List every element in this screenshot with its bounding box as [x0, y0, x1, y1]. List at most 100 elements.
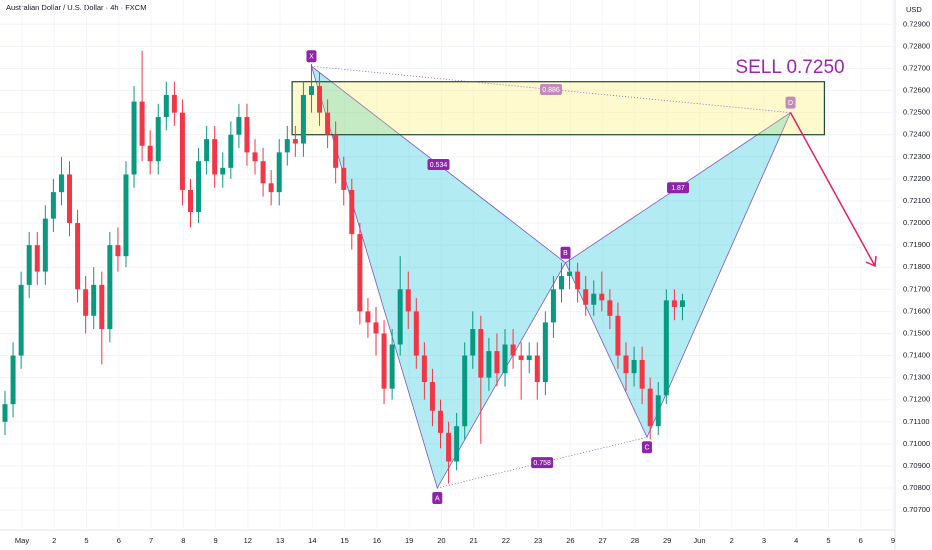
x-tick-label: 19	[405, 536, 413, 545]
candle-body	[470, 329, 476, 356]
candle-body	[244, 117, 250, 153]
candle-body	[67, 174, 73, 224]
point-label: A	[435, 495, 440, 502]
ratio-badge	[427, 159, 450, 171]
x-tick-label: 21	[469, 536, 477, 545]
x-tick-label: 14	[308, 536, 316, 545]
signal-label: SELL 0.7250	[735, 57, 844, 78]
candle-body	[147, 145, 153, 162]
y-tick-label: 0.71900	[903, 240, 930, 249]
candle-body	[558, 276, 564, 290]
candle-body	[446, 432, 452, 462]
candle-body	[50, 192, 56, 219]
candle-body	[58, 174, 64, 193]
candle-body	[591, 293, 597, 305]
candle-body	[34, 245, 40, 272]
y-tick-label: 0.70800	[903, 483, 930, 492]
x-tick-label: 27	[599, 536, 607, 545]
candle-body	[220, 167, 226, 175]
candle-body	[212, 139, 218, 175]
candle-body	[2, 404, 8, 422]
candle-body	[550, 289, 556, 323]
x-tick-label: 28	[631, 536, 639, 545]
point-badge	[306, 50, 317, 63]
point-label: B	[563, 250, 568, 257]
candle-body	[196, 161, 202, 212]
y-tick-label: 0.72400	[903, 130, 930, 139]
candle-body	[349, 189, 355, 235]
candle-body	[381, 333, 387, 389]
y-tick-label: 0.72900	[903, 19, 930, 28]
x-tick-label: 7	[149, 536, 153, 545]
y-tick-label: 0.71600	[903, 306, 930, 315]
candle-body	[99, 284, 105, 330]
y-tick-label: 0.72600	[903, 86, 930, 95]
candle-body	[317, 86, 323, 113]
y-tick-label: 0.71100	[903, 417, 930, 426]
x-tick-label: Jun	[693, 536, 705, 545]
candle-body	[83, 289, 89, 316]
x-tick-label: 16	[373, 536, 381, 545]
point-label: X	[309, 54, 314, 61]
candle-body	[478, 329, 484, 378]
y-tick-label: 0.72700	[903, 63, 930, 72]
candle-body	[131, 101, 137, 175]
x-tick-label: 22	[502, 536, 510, 545]
sell-arrow	[789, 112, 877, 268]
point-badge	[641, 441, 652, 454]
point-label: C	[644, 445, 649, 452]
y-tick-label: 0.70700	[903, 505, 930, 514]
x-tick-label: 13	[276, 536, 284, 545]
candle-body	[655, 395, 661, 427]
ratio-badge	[531, 457, 554, 469]
candle-body	[575, 271, 581, 290]
y-tick-label: 0.72800	[903, 41, 930, 50]
candle-body	[341, 167, 347, 190]
candle-body	[26, 245, 32, 285]
x-tick-label: 2	[52, 536, 56, 545]
candle-body	[534, 355, 540, 383]
candle-body	[325, 112, 331, 135]
point-label: D	[788, 100, 793, 107]
candle-body	[373, 322, 379, 334]
ratio-badge	[667, 182, 690, 194]
candle-body	[163, 94, 169, 118]
candle-body	[397, 289, 403, 345]
y-tick-label: 0.72300	[903, 152, 930, 161]
x-tick-label: 6	[117, 536, 121, 545]
candle-body	[502, 344, 508, 374]
candle-body	[365, 311, 371, 323]
candle-body	[615, 315, 621, 356]
candle-body	[486, 351, 492, 378]
candle-body	[679, 300, 685, 307]
candle-body	[357, 234, 363, 312]
x-tick-label: 5	[826, 536, 830, 545]
point-badge	[560, 246, 571, 259]
ratio-label: 0.534	[430, 162, 448, 169]
candle-body	[333, 134, 339, 168]
x-tick-label: 6	[859, 536, 863, 545]
candle-body	[639, 359, 645, 389]
candle-body	[75, 223, 81, 290]
candle-body	[276, 152, 282, 193]
candle-body	[494, 351, 500, 374]
candle-body	[123, 174, 129, 257]
candle-body	[623, 355, 629, 374]
y-tick-label: 0.72200	[903, 174, 930, 183]
y-tick-label: 0.71400	[903, 351, 930, 360]
candle-body	[413, 311, 419, 356]
y-tick-label: 0.72100	[903, 196, 930, 205]
candle-body	[10, 355, 16, 405]
x-tick-label: 12	[244, 536, 252, 545]
candle-body	[438, 410, 444, 433]
candle-body	[429, 382, 435, 411]
candle-body	[421, 355, 427, 383]
x-tick-label: 8	[181, 536, 185, 545]
candle-body	[187, 189, 193, 212]
candle-body	[510, 344, 516, 356]
candle-body	[647, 388, 653, 427]
y-tick-label: 0.72500	[903, 108, 930, 117]
y-tick-label: 0.71800	[903, 262, 930, 271]
candle-body	[260, 161, 266, 184]
y-tick-label: 0.71700	[903, 284, 930, 293]
